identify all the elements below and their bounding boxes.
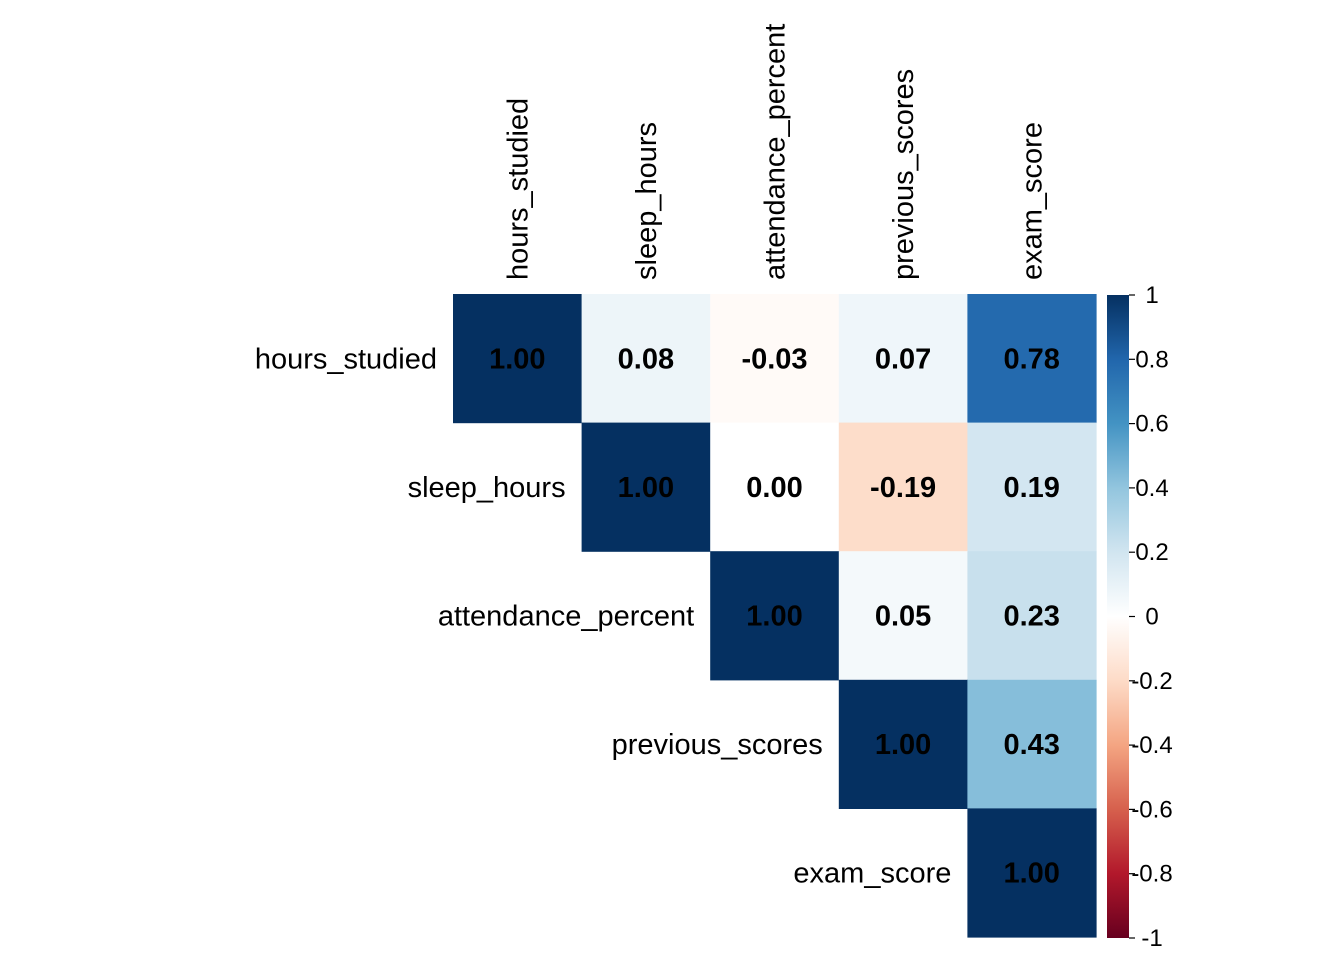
heatmap-cell-attendance_percent-attendance_percent xyxy=(710,551,840,681)
heatmap-cell-hours_studied-exam_score xyxy=(967,294,1097,424)
row-label-hours_studied: hours_studied xyxy=(255,343,437,375)
cell-value-label: -0.03 xyxy=(741,343,807,375)
colorbar-tick-label: 0 xyxy=(1145,604,1158,631)
cell-value-label: 1.00 xyxy=(489,343,545,375)
heatmap-cell-sleep_hours-attendance_percent xyxy=(710,422,840,552)
row-label-attendance_percent: attendance_percent xyxy=(438,601,694,633)
colorbar-tick-label: 0.8 xyxy=(1135,346,1168,373)
column-label-attendance_percent: attendance_percent xyxy=(760,24,792,280)
heatmap-cell-attendance_percent-exam_score xyxy=(967,551,1097,681)
colorbar-gradient xyxy=(1107,295,1129,938)
colorbar-tick-label: -0.8 xyxy=(1131,861,1172,888)
cell-value-label: 0.43 xyxy=(1003,729,1059,761)
colorbar-tick-label: -0.2 xyxy=(1131,668,1172,695)
heatmap-cell-exam_score-exam_score xyxy=(967,808,1097,938)
cell-value-label: 0.08 xyxy=(618,343,674,375)
colorbar-tick-label: 0.2 xyxy=(1135,539,1168,566)
colorbar-tick-label: 0.6 xyxy=(1135,411,1168,438)
heatmap-cell-sleep_hours-sleep_hours xyxy=(581,422,711,552)
column-labels: hours_studied sleep_hours attendance_perce… xyxy=(502,24,1048,280)
heatmap-cell-hours_studied-sleep_hours xyxy=(581,294,711,424)
cell-value-label: 0.07 xyxy=(875,343,931,375)
cell-value-label: 0.78 xyxy=(1003,343,1059,375)
cell-value-label: 0.19 xyxy=(1003,472,1059,504)
cell-value-label: 0.05 xyxy=(875,601,931,633)
cell-value-label: 0.23 xyxy=(1003,601,1059,633)
column-label-hours_studied: hours_studied xyxy=(502,98,534,280)
heatmap-cell-previous_scores-exam_score xyxy=(967,679,1097,809)
heatmap-cell-sleep_hours-previous_scores xyxy=(838,422,968,552)
column-label-sleep_hours: sleep_hours xyxy=(631,122,663,280)
cell-value-label: 0.00 xyxy=(746,472,802,504)
colorbar-tick-label: -1 xyxy=(1141,925,1162,952)
heatmap-cell-hours_studied-previous_scores xyxy=(838,294,968,424)
cell-value-label: -0.19 xyxy=(870,472,936,504)
heatmap-cell-hours_studied-hours_studied xyxy=(453,294,583,424)
cell-value-label: 1.00 xyxy=(746,601,802,633)
colorbar-tick-label: 0.4 xyxy=(1135,475,1168,502)
heatmap-cells: 1.00 0.08 -0.03 0.07 0.78 1.00 0.00 -0.19 0.19 1.… xyxy=(453,294,1097,938)
row-label-previous_scores: previous_scores xyxy=(612,729,823,761)
heatmap-cell-attendance_percent-previous_scores xyxy=(838,551,968,681)
row-label-exam_score: exam_score xyxy=(793,858,951,890)
heatmap-cell-sleep_hours-exam_score xyxy=(967,422,1097,552)
heatmap-cell-previous_scores-previous_scores xyxy=(838,679,968,809)
colorbar-tick-label: -0.4 xyxy=(1131,732,1172,759)
colorbar-tick-label: 1 xyxy=(1145,282,1158,309)
colorbar-tick-label: -0.6 xyxy=(1131,796,1172,823)
cell-value-label: 1.00 xyxy=(875,729,931,761)
column-label-exam_score: exam_score xyxy=(1017,122,1049,280)
colorbar: 1 0.8 0.6 0.4 0.2 0 -0.2 -0.4 -0.6 -0.8 -1 xyxy=(1107,282,1173,952)
row-labels: hours_studied sleep_hours attendance_perce… xyxy=(255,343,952,889)
heatmap-cell-hours_studied-attendance_percent xyxy=(710,294,840,424)
cell-value-label: 1.00 xyxy=(1003,858,1059,890)
row-label-sleep_hours: sleep_hours xyxy=(408,472,566,504)
cell-value-label: 1.00 xyxy=(618,472,674,504)
column-label-previous_scores: previous_scores xyxy=(888,69,920,280)
